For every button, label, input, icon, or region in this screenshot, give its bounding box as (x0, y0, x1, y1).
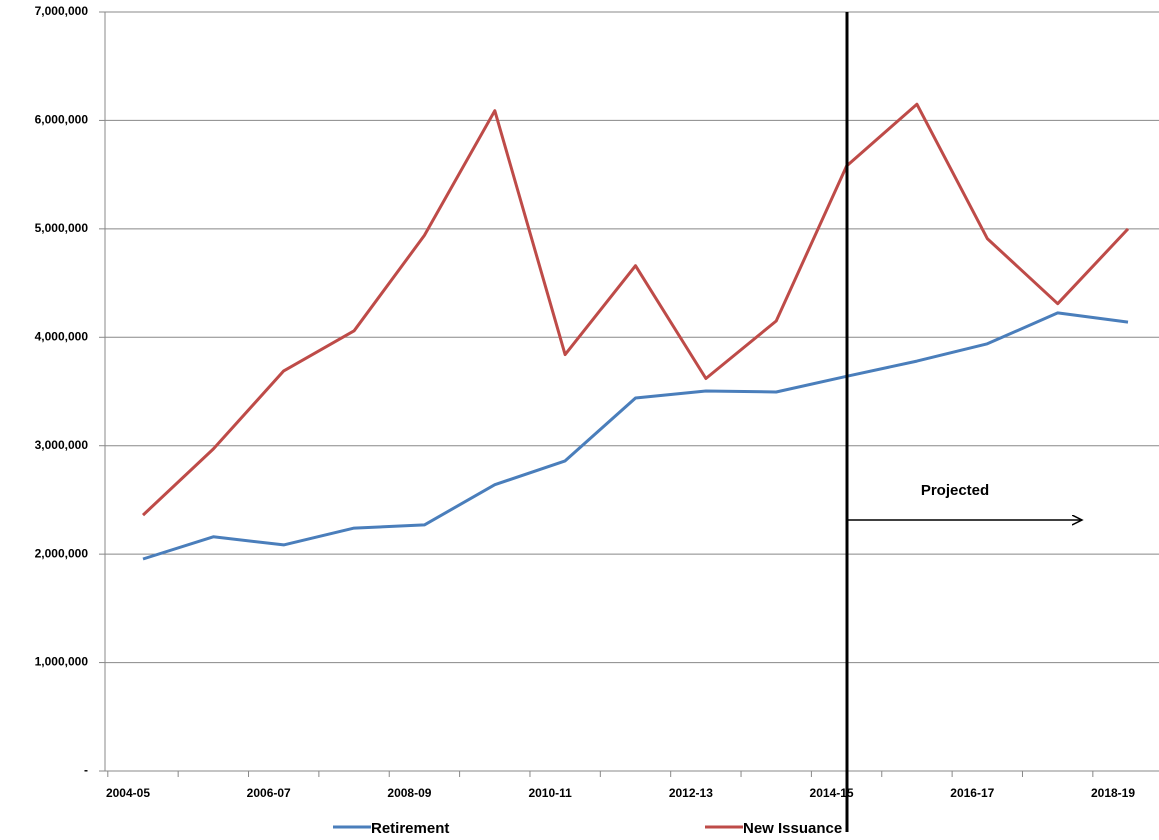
y-tick-label: 2,000,000 (35, 546, 89, 560)
y-tick-label: - (84, 763, 88, 777)
series-line (142, 311, 1129, 561)
series-line (141, 102, 1130, 517)
annotation: Projected (921, 482, 989, 499)
y-tick-label: 4,000,000 (35, 329, 89, 343)
grid (99, 11, 1159, 777)
x-tick-label: 2004-05 (106, 786, 150, 800)
plot (141, 102, 1130, 561)
x-tick-label: 2012-13 (669, 786, 713, 800)
x-tick-label: 2014-15 (810, 786, 854, 800)
y-tick-label: 5,000,000 (35, 221, 89, 235)
y-tick-label: 7,000,000 (35, 4, 89, 18)
y-tick-label: 3,000,000 (35, 438, 89, 452)
x-tick-label: 2006-07 (247, 786, 291, 800)
x-tick-label: 2016-17 (950, 786, 994, 800)
x-tick-label: 2010-11 (528, 786, 572, 800)
y-tick-label: 6,000,000 (35, 113, 89, 127)
x-tick-label: 2008-09 (387, 786, 431, 800)
legend-label: New Issuance (743, 820, 842, 837)
legend-label: Retirement (371, 820, 449, 837)
x-tick-label: 2018-19 (1091, 786, 1135, 800)
y-tick-label: 1,000,000 (35, 655, 89, 669)
